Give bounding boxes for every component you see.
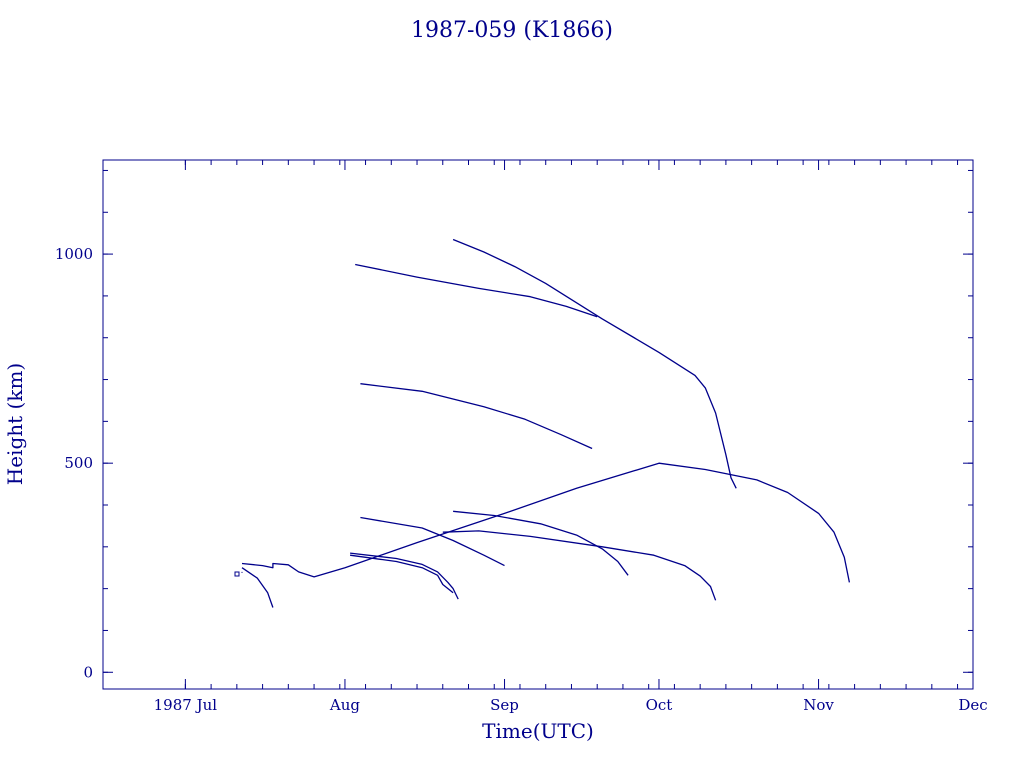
x-tick-label: 1987 Jul — [154, 696, 218, 714]
series-line-2 — [241, 567, 274, 608]
series-line-9 — [350, 554, 454, 594]
y-tick-label: 500 — [64, 454, 93, 472]
series-line-4 — [452, 238, 737, 489]
series-line-6 — [360, 383, 593, 450]
series-line-7 — [360, 516, 505, 567]
start-marker — [234, 571, 240, 577]
x-tick-label: Dec — [958, 696, 987, 714]
y-axis-title: Height (km) — [3, 363, 27, 485]
x-axis-title: Time(UTC) — [482, 719, 594, 743]
series-layer — [241, 238, 851, 608]
y-tick-label: 0 — [83, 663, 93, 681]
x-tick-label: Aug — [329, 696, 360, 714]
axis-ticks — [103, 160, 974, 689]
x-tick-label: Sep — [490, 696, 519, 714]
axis-tick-labels: 1987 Jul Aug Sep Oct Nov Dec 0 500 1000 — [55, 245, 988, 714]
series-line-8 — [350, 552, 459, 600]
series-line-10 — [453, 510, 629, 576]
chart-title: 1987-059 (K1866) — [411, 18, 613, 43]
plot-frame — [102, 159, 974, 690]
x-tick-label: Nov — [803, 696, 834, 714]
x-tick-label: Oct — [646, 696, 673, 714]
y-tick-label: 1000 — [55, 245, 93, 263]
series-line-11 — [442, 530, 717, 601]
series-line-1 — [241, 462, 851, 583]
series-line-5 — [355, 263, 598, 318]
